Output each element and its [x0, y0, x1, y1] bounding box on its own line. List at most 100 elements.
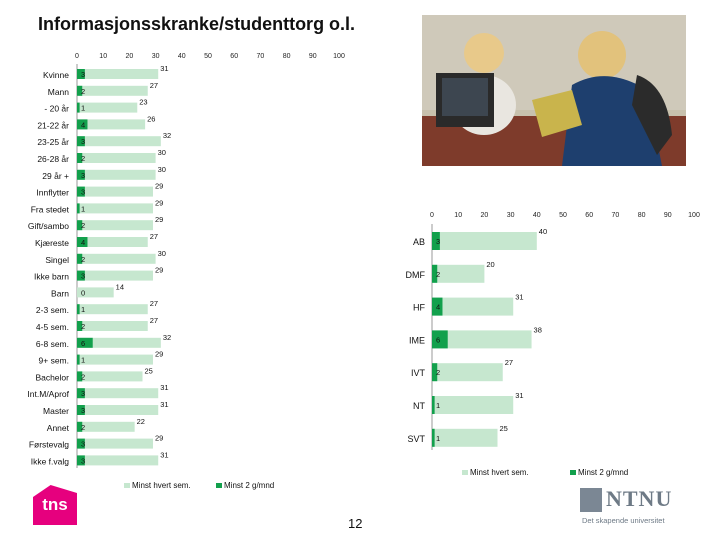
left-data-label-minst-hvert-sem: 26 — [147, 114, 155, 123]
left-category-label: 4-5 sem. — [36, 322, 69, 332]
right-bar-minst-2-g-mnd — [432, 297, 443, 316]
left-bar-minst-hvert-sem — [77, 153, 156, 163]
left-data-label-minst-2-g-mnd: 6 — [81, 339, 85, 348]
left-bar-minst-2-g-mnd — [77, 371, 83, 382]
left-tick-label: 20 — [126, 53, 134, 60]
left-legend-label-minst-hvert-sem: Minst hvert sem. — [132, 481, 191, 490]
left-category-label: - 20 år — [44, 104, 69, 114]
left-category-label: Ikke f.valg — [31, 456, 70, 466]
left-bar-minst-2-g-mnd — [77, 102, 80, 113]
left-bar-minst-hvert-sem — [77, 253, 156, 264]
left-category-label: 2-3 sem. — [36, 305, 69, 315]
right-tick-label: 90 — [664, 212, 672, 219]
left-bar-minst-hvert-sem — [77, 321, 148, 331]
left-tick-label: 60 — [230, 53, 238, 60]
right-data-label-minst-2-g-mnd: 3 — [436, 237, 440, 246]
left-category-label: Ikke barn — [34, 272, 69, 282]
left-bar-minst-2-g-mnd — [77, 186, 85, 197]
right-bar-minst-2-g-mnd — [432, 396, 435, 414]
right-bar-minst-2-g-mnd — [432, 363, 438, 382]
left-data-label-minst-hvert-sem: 22 — [137, 417, 145, 426]
left-data-label-minst-hvert-sem: 23 — [139, 98, 147, 107]
left-bar-minst-hvert-sem — [77, 405, 159, 415]
left-bar-minst-hvert-sem — [77, 136, 161, 147]
left-bar-minst-2-g-mnd — [77, 304, 80, 315]
left-data-label-minst-2-g-mnd: 1 — [81, 204, 85, 213]
right-bar-minst-hvert-sem — [432, 330, 532, 349]
left-data-label-minst-hvert-sem: 30 — [158, 148, 166, 157]
left-bar-minst-hvert-sem — [77, 354, 153, 365]
left-tick-label: 40 — [178, 53, 186, 60]
left-bar-minst-2-g-mnd — [77, 438, 85, 449]
left-data-label-minst-2-g-mnd: 2 — [81, 255, 85, 264]
right-tick-label: 70 — [612, 212, 620, 219]
left-category-label: Barn — [51, 288, 69, 298]
left-category-label: 21-22 år — [37, 120, 69, 130]
left-tick-label: 30 — [152, 53, 160, 60]
left-bar-minst-hvert-sem — [77, 421, 135, 432]
left-bar-minst-2-g-mnd — [77, 253, 83, 264]
left-bar-minst-hvert-sem — [77, 455, 159, 466]
right-data-label-minst-2-g-mnd: 1 — [436, 434, 440, 443]
left-data-label-minst-2-g-mnd: 2 — [81, 322, 85, 331]
left-category-label: Gift/sambo — [28, 221, 69, 231]
right-bar-minst-hvert-sem — [432, 363, 503, 382]
left-data-label-minst-2-g-mnd: 3 — [81, 440, 85, 449]
left-category-label: Annet — [47, 423, 70, 433]
left-data-label-minst-hvert-sem: 31 — [160, 383, 168, 392]
left-tick-label: 70 — [257, 53, 265, 60]
right-legend-swatch-minst-2-g-mnd — [570, 470, 576, 475]
left-data-label-minst-2-g-mnd: 3 — [81, 171, 85, 180]
left-tick-label: 80 — [283, 53, 291, 60]
left-data-label-minst-hvert-sem: 29 — [155, 182, 163, 191]
left-category-label: Førstevalg — [29, 440, 69, 450]
left-tick-label: 10 — [99, 53, 107, 60]
left-data-label-minst-2-g-mnd: 1 — [81, 104, 85, 113]
left-legend-swatch-minst-2-g-mnd — [216, 483, 222, 488]
left-bar-minst-hvert-sem — [77, 203, 153, 214]
left-data-label-minst-2-g-mnd: 3 — [81, 406, 85, 415]
left-bar-minst-2-g-mnd — [77, 136, 85, 147]
left-data-label-minst-hvert-sem: 32 — [163, 131, 171, 140]
right-tick-label: 10 — [454, 212, 462, 219]
left-data-label-minst-2-g-mnd: 2 — [81, 87, 85, 96]
left-bar-minst-hvert-sem — [77, 438, 153, 449]
left-data-label-minst-2-g-mnd: 4 — [81, 238, 85, 247]
left-bar-minst-2-g-mnd — [77, 220, 83, 231]
left-data-label-minst-2-g-mnd: 3 — [81, 137, 85, 146]
left-category-label: Bachelor — [35, 372, 69, 382]
right-tick-label: 20 — [481, 212, 489, 219]
left-bar-minst-hvert-sem — [77, 237, 148, 247]
left-data-label-minst-2-g-mnd: 3 — [81, 70, 85, 79]
right-tick-label: 50 — [559, 212, 567, 219]
left-bar-minst-2-g-mnd — [77, 237, 88, 247]
left-bar-minst-2-g-mnd — [77, 270, 85, 281]
right-category-label: IVT — [411, 368, 426, 378]
left-bar-minst-hvert-sem — [77, 102, 138, 113]
right-tick-label: 100 — [688, 212, 700, 219]
left-data-label-minst-2-g-mnd: 3 — [81, 389, 85, 398]
right-category-label: AB — [413, 237, 425, 247]
left-data-label-minst-2-g-mnd: 0 — [81, 288, 85, 297]
right-category-label: IME — [409, 335, 425, 345]
right-category-label: NT — [413, 401, 425, 411]
left-data-label-minst-hvert-sem: 27 — [150, 299, 158, 308]
right-legend-swatch-minst-hvert-sem — [462, 470, 468, 475]
right-bar-minst-hvert-sem — [432, 297, 514, 316]
left-category-label: 23-25 år — [37, 137, 69, 147]
right-tick-label: 80 — [638, 212, 646, 219]
left-data-label-minst-hvert-sem: 31 — [160, 64, 168, 73]
left-category-label: Kjæreste — [35, 238, 69, 248]
left-legend-label-minst-2-g-mnd: Minst 2 g/mnd — [224, 481, 274, 490]
ntnu-tagline: Det skapende universitet — [582, 516, 665, 525]
left-data-label-minst-2-g-mnd: 1 — [81, 356, 85, 365]
ntnu-wordmark: NTNU — [606, 486, 673, 511]
left-bar-minst-2-g-mnd — [77, 354, 80, 365]
right-bar-minst-2-g-mnd — [432, 264, 438, 283]
left-data-label-minst-hvert-sem: 27 — [150, 232, 158, 241]
right-bar-minst-hvert-sem — [432, 264, 485, 283]
right-bar-minst-hvert-sem — [432, 396, 514, 414]
left-bar-minst-hvert-sem — [77, 388, 159, 399]
